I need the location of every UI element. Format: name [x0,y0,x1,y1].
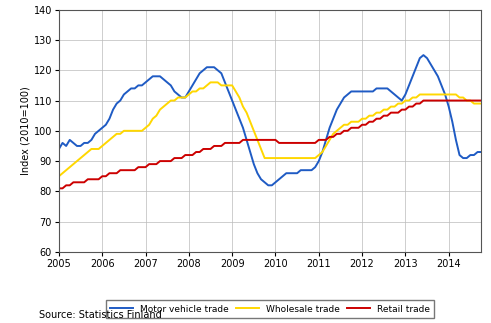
Motor vehicle trade [467,153,473,157]
Wholesale trade [56,174,62,178]
Wholesale trade [352,120,358,124]
Motor vehicle trade [420,53,426,57]
Retail trade [489,99,491,102]
Retail trade [327,135,332,139]
Retail trade [348,126,354,130]
Motor vehicle trade [99,126,105,130]
Retail trade [99,174,105,178]
Wholesale trade [489,102,491,106]
Retail trade [420,99,426,102]
Motor vehicle trade [265,183,271,187]
Retail trade [240,138,246,142]
Motor vehicle trade [352,89,358,93]
Motor vehicle trade [330,117,336,120]
Wholesale trade [464,99,470,102]
Motor vehicle trade [240,126,246,130]
Text: Source: Statistics Finland: Source: Statistics Finland [39,310,162,320]
Line: Retail trade: Retail trade [59,100,491,188]
Retail trade [56,186,62,190]
Legend: Motor vehicle trade, Wholesale trade, Retail trade: Motor vehicle trade, Wholesale trade, Re… [106,300,434,318]
Line: Wholesale trade: Wholesale trade [59,82,491,176]
Motor vehicle trade [157,74,163,78]
Wholesale trade [208,80,214,84]
Line: Motor vehicle trade: Motor vehicle trade [59,55,491,185]
Motor vehicle trade [489,150,491,154]
Wholesale trade [99,144,105,148]
Retail trade [464,99,470,102]
Wholesale trade [330,132,336,136]
Retail trade [157,159,163,163]
Wholesale trade [244,111,249,115]
Wholesale trade [157,108,163,111]
Motor vehicle trade [56,147,62,151]
Y-axis label: Index (2010=100): Index (2010=100) [21,87,31,175]
